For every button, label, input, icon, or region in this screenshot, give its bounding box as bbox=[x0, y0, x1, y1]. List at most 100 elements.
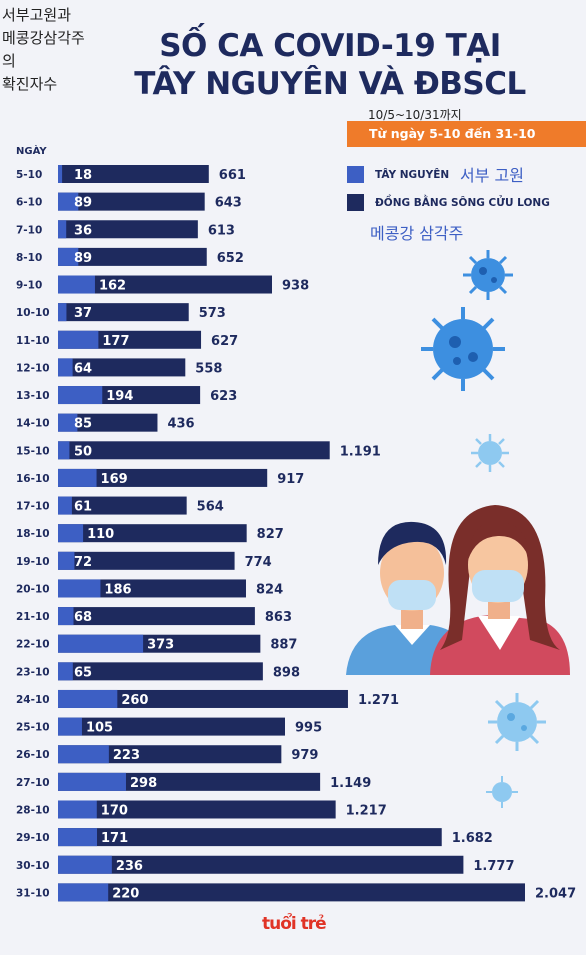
bar-tay-nguyen bbox=[58, 883, 109, 902]
date-label: 19-10 bbox=[16, 556, 50, 568]
bar-row-18-10: 18-10 110 827 bbox=[16, 524, 284, 543]
value-label-dbscl: 1.777 bbox=[473, 859, 514, 874]
bar-tay-nguyen bbox=[58, 192, 79, 211]
value-label-dbscl: 938 bbox=[282, 279, 309, 294]
bar-tay-nguyen bbox=[58, 303, 67, 322]
bar-row-17-10: 17-10 61 564 bbox=[16, 496, 224, 515]
value-label-tay-nguyen: 260 bbox=[121, 693, 148, 708]
date-label: 9-10 bbox=[16, 280, 42, 292]
bar-tay-nguyen bbox=[58, 772, 126, 791]
date-label: 10-10 bbox=[16, 307, 50, 319]
value-label-tay-nguyen: 171 bbox=[101, 831, 128, 846]
bar-dbscl bbox=[58, 745, 282, 764]
bar-dbscl bbox=[58, 579, 246, 598]
bar-dbscl bbox=[58, 662, 263, 681]
value-label-dbscl: 661 bbox=[219, 168, 246, 183]
value-label-tay-nguyen: 64 bbox=[74, 361, 92, 376]
date-label: 20-10 bbox=[16, 583, 50, 595]
bar-dbscl bbox=[58, 468, 268, 487]
value-label-dbscl: 573 bbox=[199, 306, 226, 321]
date-label: 30-10 bbox=[16, 860, 50, 872]
value-label-dbscl: 613 bbox=[208, 223, 235, 238]
date-label: 26-10 bbox=[16, 749, 50, 761]
date-label: 16-10 bbox=[16, 473, 50, 485]
value-label-dbscl: 1.149 bbox=[330, 776, 371, 791]
chart-title-line2: TÂY NGUYÊN VÀ ĐBSCL bbox=[134, 66, 526, 102]
bar-row-6-10: 6-10 89 643 bbox=[16, 192, 242, 211]
bar-row-14-10: 14-10 85 436 bbox=[16, 413, 195, 432]
value-label-dbscl: 995 bbox=[295, 721, 322, 736]
bar-row-26-10: 26-10 223 979 bbox=[16, 745, 318, 764]
bar-row-27-10: 27-10 298 1.149 bbox=[16, 772, 371, 791]
bar-dbscl bbox=[58, 220, 198, 239]
bar-tay-nguyen bbox=[58, 579, 101, 598]
bar-row-31-10: 31-10 220 2.047 bbox=[16, 883, 576, 902]
date-label: 6-10 bbox=[16, 197, 42, 209]
bar-tay-nguyen bbox=[58, 441, 70, 460]
value-label-tay-nguyen: 18 bbox=[74, 168, 92, 183]
bar-tay-nguyen bbox=[58, 247, 79, 266]
value-label-tay-nguyen: 110 bbox=[87, 527, 114, 542]
bar-tay-nguyen bbox=[58, 330, 99, 349]
bar-tay-nguyen bbox=[58, 551, 75, 570]
bar-row-8-10: 8-10 89 652 bbox=[16, 247, 244, 266]
bar-tay-nguyen bbox=[58, 855, 112, 874]
value-label-dbscl: 643 bbox=[215, 196, 242, 211]
bar-row-25-10: 25-10 105 995 bbox=[16, 717, 322, 736]
bar-dbscl bbox=[58, 855, 464, 874]
bar-dbscl bbox=[58, 441, 330, 460]
date-label: 14-10 bbox=[16, 418, 50, 430]
legend-label-dbscl: ĐỒNG BẰNG SÔNG CỬU LONG bbox=[375, 197, 550, 209]
bar-tay-nguyen bbox=[58, 607, 74, 626]
bar-row-5-10: 5-10 18 661 bbox=[16, 165, 246, 183]
legend-label-dbscl-korean: 메콩강 삼각주 bbox=[370, 224, 464, 243]
bar-dbscl bbox=[58, 496, 187, 515]
axis-label-date: NGÀY bbox=[16, 146, 47, 157]
value-label-tay-nguyen: 61 bbox=[74, 500, 92, 515]
bar-tay-nguyen bbox=[58, 468, 97, 487]
chart-title-line1: SỐ CA COVID-19 TẠI bbox=[159, 28, 501, 64]
date-label: 18-10 bbox=[16, 528, 50, 540]
bar-row-21-10: 21-10 68 863 bbox=[16, 607, 292, 626]
bar-row-20-10: 20-10 186 824 bbox=[16, 579, 283, 598]
value-label-tay-nguyen: 194 bbox=[106, 389, 133, 404]
value-label-tay-nguyen: 68 bbox=[74, 610, 92, 625]
date-label: 23-10 bbox=[16, 666, 50, 678]
bar-row-28-10: 28-10 170 1.217 bbox=[16, 800, 387, 819]
bar-row-7-10: 7-10 36 613 bbox=[16, 220, 235, 239]
value-label-dbscl: 917 bbox=[277, 472, 304, 487]
value-label-dbscl: 2.047 bbox=[535, 886, 576, 901]
bar-dbscl bbox=[58, 800, 336, 819]
bar-tay-nguyen bbox=[58, 220, 67, 239]
date-label: 24-10 bbox=[16, 694, 50, 706]
bar-tay-nguyen bbox=[58, 800, 97, 819]
bar-tay-nguyen bbox=[58, 275, 95, 294]
value-label-dbscl: 564 bbox=[197, 500, 224, 515]
bar-row-11-10: 11-10 177 627 bbox=[16, 330, 238, 349]
bar-tay-nguyen bbox=[58, 662, 73, 681]
bar-row-22-10: 22-10 373 887 bbox=[16, 634, 297, 653]
bar-tay-nguyen bbox=[58, 165, 63, 183]
bar-row-30-10: 30-10 236 1.777 bbox=[16, 855, 515, 874]
value-label-tay-nguyen: 162 bbox=[99, 279, 126, 294]
value-label-dbscl: 558 bbox=[195, 361, 222, 376]
value-label-dbscl: 898 bbox=[273, 665, 300, 680]
bar-dbscl bbox=[58, 192, 205, 211]
legend-swatch-dbscl bbox=[347, 194, 364, 211]
value-label-tay-nguyen: 236 bbox=[116, 859, 143, 874]
korean-caption: 서부고원과 메콩강삼각주 의 확진자수 bbox=[2, 6, 85, 93]
date-label: 8-10 bbox=[16, 252, 42, 264]
date-label: 15-10 bbox=[16, 445, 50, 457]
date-label: 21-10 bbox=[16, 611, 50, 623]
bar-dbscl bbox=[58, 883, 525, 902]
bar-tay-nguyen bbox=[58, 689, 118, 708]
bar-tay-nguyen bbox=[58, 828, 98, 847]
date-label: 22-10 bbox=[16, 639, 50, 651]
bar-tay-nguyen bbox=[58, 745, 109, 764]
date-label: 31-10 bbox=[16, 887, 50, 899]
bar-dbscl bbox=[58, 275, 272, 294]
bar-dbscl bbox=[58, 165, 209, 183]
date-label: 7-10 bbox=[16, 224, 42, 236]
bar-tay-nguyen bbox=[58, 634, 144, 653]
